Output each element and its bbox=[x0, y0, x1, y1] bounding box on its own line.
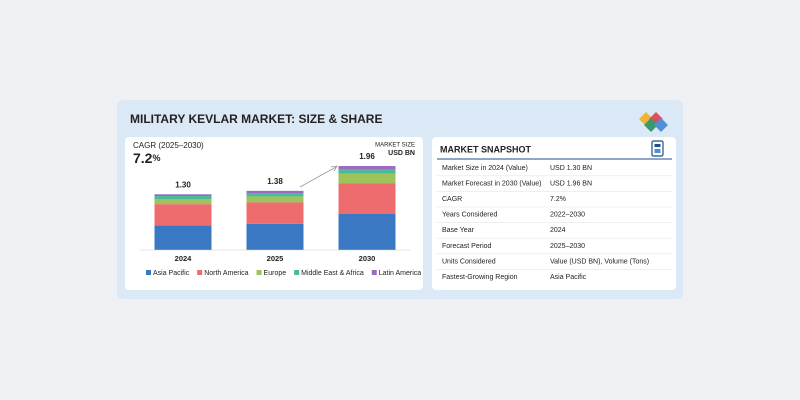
unit-title: MARKET SIZE bbox=[375, 143, 415, 149]
legend-label: Latin America bbox=[379, 270, 422, 277]
row-label: Fastest-Growing Region bbox=[442, 274, 518, 281]
x-tick-label: 2025 bbox=[267, 254, 284, 263]
legend-label: North America bbox=[204, 270, 248, 277]
bar-segment bbox=[246, 190, 304, 193]
legend-label: Europe bbox=[264, 270, 287, 277]
x-tick-label: 2030 bbox=[359, 254, 376, 263]
legend-swatch bbox=[294, 270, 300, 275]
total-label: 1.38 bbox=[267, 177, 283, 186]
bar-segment bbox=[338, 214, 396, 250]
row-label: Units Considered bbox=[442, 258, 496, 265]
bar-segment bbox=[246, 193, 304, 197]
row-value: 2025–2030 bbox=[550, 243, 585, 250]
growth-arrowhead bbox=[330, 165, 338, 172]
row-value: Value (USD BN), Volume (Tons) bbox=[550, 258, 649, 265]
legend-swatch bbox=[256, 270, 262, 275]
title: MILITARY KEVLAR MARKET: SIZE & SHARE bbox=[130, 112, 382, 126]
bar-segment bbox=[154, 196, 212, 199]
bar-segment bbox=[246, 202, 304, 224]
bar-segment bbox=[154, 225, 212, 250]
cagr-unit: % bbox=[152, 153, 160, 163]
row-label: Base Year bbox=[442, 227, 475, 234]
row-value: Asia Pacific bbox=[550, 274, 587, 281]
row-label: CAGR bbox=[442, 196, 462, 203]
row-value: 2024 bbox=[550, 227, 566, 234]
legend-swatch bbox=[371, 270, 377, 275]
legend-label: Asia Pacific bbox=[153, 270, 190, 277]
logo bbox=[639, 112, 668, 132]
row-value: 7.2% bbox=[550, 196, 566, 203]
row-value: USD 1.96 BN bbox=[550, 180, 592, 187]
table-panel bbox=[432, 137, 676, 290]
unit: USD BN bbox=[388, 150, 415, 157]
legend-label: Middle East & Africa bbox=[301, 270, 364, 277]
cagr-value: 7.2% bbox=[133, 150, 160, 166]
bar-segment bbox=[338, 173, 396, 184]
bar-segment bbox=[338, 166, 396, 169]
row-label: Forecast Period bbox=[442, 243, 492, 250]
row-label: Market Forecast in 2030 (Value) bbox=[442, 180, 541, 187]
table-title: MARKET SNAPSHOT bbox=[440, 144, 532, 154]
cagr-number: 7.2 bbox=[133, 150, 153, 166]
cagr-label: CAGR (2025–2030) bbox=[133, 141, 204, 150]
growth-arrow bbox=[299, 166, 337, 188]
legend-swatch bbox=[146, 270, 151, 275]
row-label: Years Considered bbox=[442, 212, 497, 219]
bar-segment bbox=[154, 199, 212, 205]
table-icon bbox=[651, 140, 664, 157]
row-value: 2022–2030 bbox=[550, 212, 585, 219]
bar-segment bbox=[338, 169, 396, 174]
total-label: 1.30 bbox=[175, 180, 191, 189]
bar-segment bbox=[246, 223, 304, 250]
total-label: 1.96 bbox=[359, 152, 375, 161]
x-tick-label: 2024 bbox=[175, 254, 193, 263]
legend-swatch bbox=[197, 270, 203, 275]
bar-segment bbox=[338, 183, 396, 214]
bar-segment bbox=[246, 196, 304, 203]
row-value: USD 1.30 BN bbox=[550, 165, 592, 172]
bar-segment bbox=[154, 194, 212, 196]
row-label: Market Size in 2024 (Value) bbox=[442, 165, 528, 172]
bar-segment bbox=[154, 204, 212, 226]
